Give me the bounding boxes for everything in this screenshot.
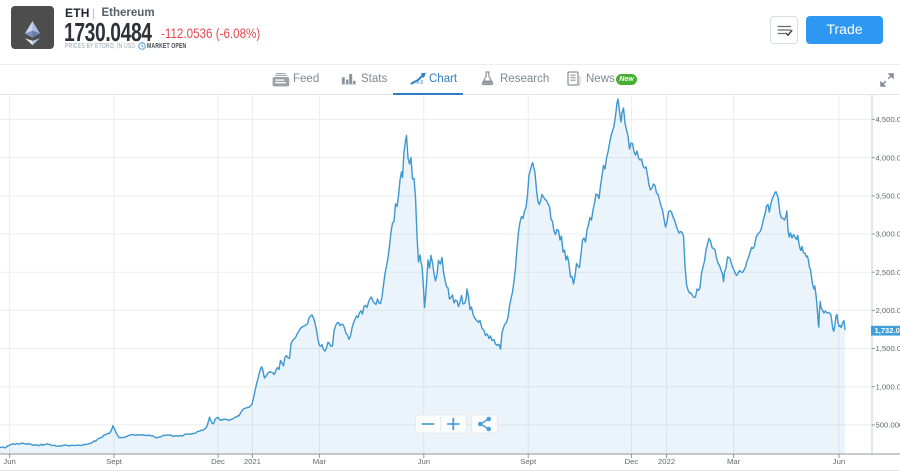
svg-text:Jun: Jun	[3, 457, 15, 466]
svg-text:1,000.00: 1,000.00	[876, 382, 900, 391]
svg-text:Sept: Sept	[106, 457, 123, 466]
svg-text:1,500.00: 1,500.00	[876, 344, 900, 353]
svg-text:Jun: Jun	[418, 457, 430, 466]
svg-text:1,732.090: 1,732.090	[875, 326, 900, 335]
svg-text:2,500.00: 2,500.00	[876, 268, 900, 277]
svg-text:Mar: Mar	[313, 457, 327, 466]
svg-text:4,000.00: 4,000.00	[876, 153, 900, 162]
svg-text:Dec: Dec	[625, 457, 639, 466]
svg-text:Dec: Dec	[211, 457, 225, 466]
svg-text:2021: 2021	[244, 457, 261, 466]
svg-text:Mar: Mar	[727, 457, 741, 466]
svg-text:4,500.00: 4,500.00	[876, 115, 900, 124]
svg-text:2022: 2022	[658, 457, 675, 466]
svg-text:Jun: Jun	[833, 457, 845, 466]
svg-text:Sept: Sept	[520, 457, 537, 466]
svg-text:2,000.00: 2,000.00	[876, 306, 900, 315]
svg-text:500.0000: 500.0000	[876, 421, 900, 430]
svg-text:3,000.00: 3,000.00	[876, 230, 900, 239]
svg-text:3,500.00: 3,500.00	[876, 192, 900, 201]
